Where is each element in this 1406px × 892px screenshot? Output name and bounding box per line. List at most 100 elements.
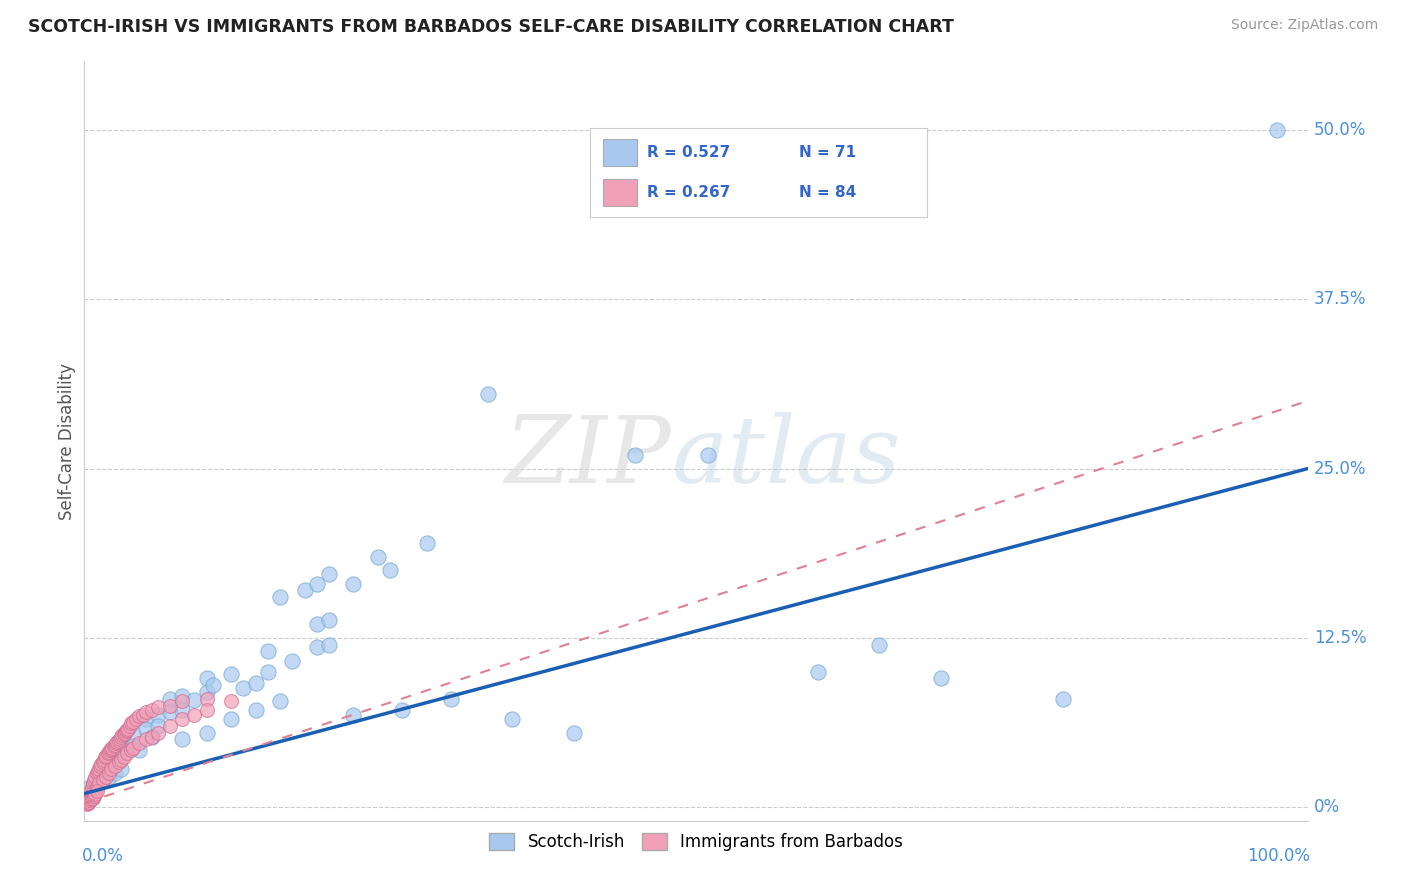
Point	[195, 672, 218, 686]
Point	[380, 563, 402, 577]
Text: R = 0.527: R = 0.527	[647, 145, 731, 161]
Point	[1265, 123, 1288, 137]
Point	[90, 756, 112, 771]
Point	[94, 750, 117, 764]
Point	[132, 708, 155, 723]
Point	[108, 732, 131, 747]
Point	[135, 732, 157, 747]
Point	[110, 746, 132, 760]
Text: 25.0%: 25.0%	[1313, 459, 1367, 477]
Text: 37.5%: 37.5%	[1313, 291, 1367, 309]
Point	[112, 750, 135, 764]
Point	[83, 784, 105, 798]
Point	[245, 703, 267, 717]
Point	[128, 736, 150, 750]
Point	[104, 759, 127, 773]
Point	[110, 753, 132, 767]
Point	[201, 678, 224, 692]
Point	[318, 638, 340, 652]
Point	[172, 689, 194, 703]
Point	[93, 753, 115, 767]
Point	[367, 549, 389, 564]
Point	[122, 725, 145, 739]
Point	[120, 743, 142, 757]
Point	[84, 770, 107, 784]
Point	[115, 723, 138, 737]
Point	[110, 762, 132, 776]
Point	[97, 766, 120, 780]
Point	[115, 724, 138, 739]
Point	[219, 694, 242, 708]
Point	[97, 748, 120, 763]
Point	[83, 789, 105, 804]
Point	[80, 788, 103, 802]
Point	[440, 691, 463, 706]
Point	[76, 793, 98, 807]
Point	[159, 691, 181, 706]
Point	[562, 725, 585, 739]
Point	[294, 583, 316, 598]
Point	[96, 770, 118, 784]
Point	[477, 387, 499, 401]
Point	[110, 732, 132, 747]
Point	[77, 789, 100, 804]
Y-axis label: Self-Care Disability: Self-Care Disability	[58, 363, 76, 520]
Text: R = 0.267: R = 0.267	[647, 186, 731, 201]
Point	[118, 719, 141, 733]
Point	[122, 739, 145, 754]
Point	[82, 776, 104, 790]
Point	[86, 776, 108, 790]
Point	[219, 667, 242, 681]
Point	[117, 722, 139, 736]
Point	[120, 716, 142, 731]
Point	[86, 784, 108, 798]
Point	[84, 787, 107, 801]
Point	[91, 772, 114, 787]
Text: 100.0%: 100.0%	[1247, 847, 1310, 865]
Point	[91, 772, 114, 787]
Point	[305, 640, 328, 655]
Point	[104, 766, 127, 780]
Text: SCOTCH-IRISH VS IMMIGRANTS FROM BARBADOS SELF-CARE DISABILITY CORRELATION CHART: SCOTCH-IRISH VS IMMIGRANTS FROM BARBADOS…	[28, 18, 955, 36]
Text: 0%: 0%	[1313, 798, 1340, 816]
Point	[87, 776, 110, 790]
Point	[195, 725, 218, 739]
Point	[97, 745, 120, 759]
Point	[77, 793, 100, 807]
Point	[146, 699, 169, 714]
Text: 0.0%: 0.0%	[82, 847, 124, 865]
Point	[100, 742, 122, 756]
Point	[80, 792, 103, 806]
Point	[135, 706, 157, 720]
Point	[159, 719, 181, 733]
Point	[869, 638, 891, 652]
Point	[86, 780, 108, 794]
Point	[97, 746, 120, 760]
Point	[112, 727, 135, 741]
Point	[172, 732, 194, 747]
Point	[96, 748, 118, 763]
Point	[342, 576, 364, 591]
Point	[318, 567, 340, 582]
Point	[77, 796, 100, 810]
Point	[318, 613, 340, 627]
Point	[146, 725, 169, 739]
Point	[624, 448, 647, 462]
Point	[111, 728, 134, 742]
Point	[416, 536, 439, 550]
Point	[77, 795, 100, 809]
Point	[807, 665, 830, 679]
Point	[342, 708, 364, 723]
FancyBboxPatch shape	[603, 139, 637, 166]
Point	[98, 743, 121, 757]
Point	[79, 784, 101, 798]
Point	[114, 725, 136, 739]
Text: 50.0%: 50.0%	[1313, 121, 1367, 139]
Text: N = 71: N = 71	[799, 145, 856, 161]
Point	[245, 675, 267, 690]
Point	[128, 709, 150, 723]
Point	[195, 685, 218, 699]
Point	[76, 797, 98, 812]
Point	[135, 712, 157, 726]
Legend: Scotch-Irish, Immigrants from Barbados: Scotch-Irish, Immigrants from Barbados	[482, 826, 910, 858]
